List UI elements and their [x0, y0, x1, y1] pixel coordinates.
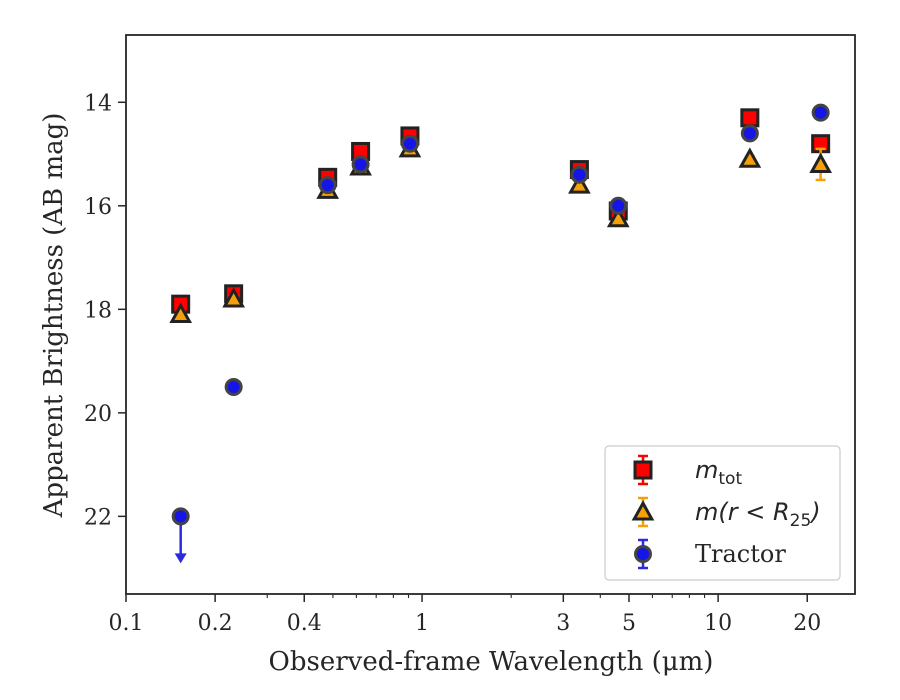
- x-tick-label: 5: [622, 611, 636, 636]
- data-point: [351, 155, 370, 174]
- data-point: [224, 377, 243, 396]
- legend-marker: [631, 500, 655, 521]
- x-tick-label: 0.4: [287, 611, 322, 636]
- data-point: [609, 196, 628, 215]
- legend-label: mtot: [695, 456, 742, 489]
- data-marks: [169, 103, 832, 564]
- data-point: [809, 152, 832, 173]
- data-point: [570, 165, 589, 184]
- y-tick-label: 16: [84, 195, 112, 220]
- y-tick-label: 20: [84, 402, 112, 427]
- data-point: [169, 302, 193, 324]
- upper-limit-arrowhead: [174, 553, 187, 564]
- data-point: [811, 103, 830, 122]
- data-point: [222, 287, 245, 308]
- x-axis-label: Observed-frame Wavelength (μm): [269, 647, 714, 677]
- data-point: [318, 176, 337, 195]
- y-tick-label: 22: [84, 505, 112, 530]
- data-point: [568, 173, 591, 194]
- x-tick-label: 1: [415, 611, 429, 636]
- y-tick-label: 14: [84, 91, 112, 116]
- data-point: [740, 124, 759, 143]
- data-point: [171, 507, 190, 526]
- x-tick-label: 20: [793, 611, 821, 636]
- x-tick-label: 0.2: [198, 611, 233, 636]
- legend-label: m(r < R25): [695, 498, 821, 531]
- data-point: [740, 108, 760, 128]
- data-point: [606, 206, 630, 228]
- axis-ticks: 0.1 0.2 0.4 1 3 5 10 20 14 16 18 20 22: [84, 91, 821, 636]
- series-tractor: [171, 103, 830, 564]
- data-point: [400, 134, 419, 153]
- legend-marker: [633, 460, 653, 480]
- y-axis-label: Apparent Brightness (AB mag): [39, 113, 69, 519]
- y-tick-label: 18: [84, 298, 112, 323]
- x-tick-label: 3: [556, 611, 570, 636]
- legend: mtot m(r < R25) Tractor: [604, 445, 841, 581]
- data-point: [738, 147, 762, 168]
- x-tick-label: 10: [704, 611, 732, 636]
- legend-label: Tractor: [695, 540, 786, 568]
- legend-box: [604, 445, 841, 581]
- legend-marker: [634, 545, 652, 563]
- x-tick-label: 0.1: [109, 611, 144, 636]
